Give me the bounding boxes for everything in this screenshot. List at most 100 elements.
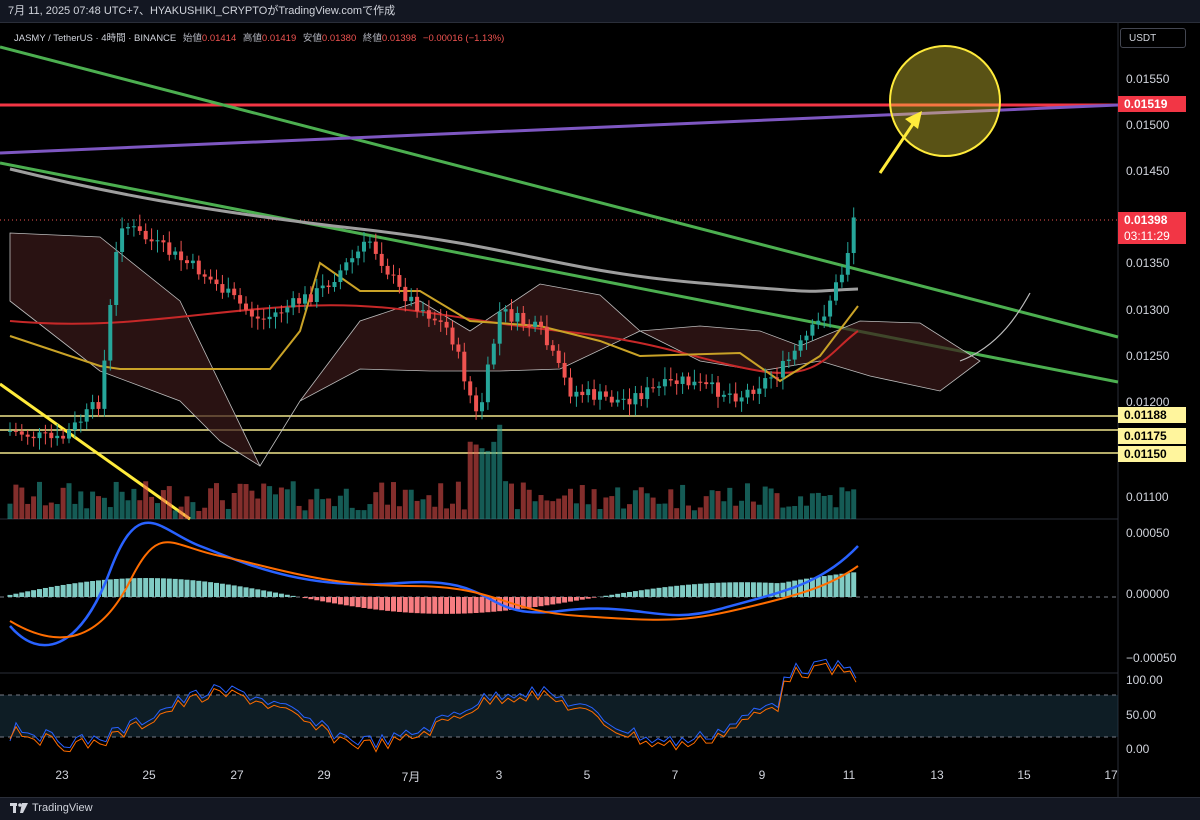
candle-body [374,242,378,254]
volume-bar [662,504,667,519]
macd-histogram-bar [845,573,850,597]
macd-histogram-bar [592,597,597,598]
macd-histogram-bar [568,597,573,602]
macd-histogram-bar [822,576,827,597]
candle-body [592,389,596,400]
candle-body [268,317,272,319]
volume-bar [379,483,384,519]
macd-histogram-bar [185,580,190,597]
macd-histogram-bar [161,578,166,597]
volume-bar [845,491,850,519]
volume-bar [226,509,231,519]
candle-body [734,394,738,402]
volume-bar [72,504,77,519]
candle-body [828,301,832,317]
macd-histogram-bar [202,581,207,597]
candle-body [138,226,142,231]
candle-body [563,363,567,378]
volume-bar [196,511,201,519]
candle-body [433,319,437,321]
macd-histogram-bar [828,575,833,597]
volume-bar [657,504,662,519]
macd-histogram-bar [226,585,231,597]
candle-body [61,436,65,439]
candle-body [161,240,165,242]
tradingview-logo[interactable]: TradingView [10,802,93,814]
volume-bar [161,490,166,519]
candle-body [362,242,366,252]
volume-bar [710,490,715,519]
volume-bar [426,495,431,519]
candle-body [598,391,602,399]
candle-body [687,377,691,386]
candle-body [746,390,750,398]
volume-bar [314,489,319,519]
resistance-price-tag: 0.01519 [1118,96,1186,112]
macd-histogram-bar [37,589,42,597]
macd-histogram-bar [356,597,361,607]
candle-body [421,310,425,311]
volume-bar [533,501,538,519]
candle-body [610,397,614,403]
macd-histogram-bar [131,578,136,597]
price-tick: 0.01100 [1126,490,1169,504]
volume-bar [574,503,579,519]
open-label: 始値 [183,33,202,44]
candle-body [250,310,254,317]
macd-histogram-bar [645,589,650,597]
macd-histogram-bar [438,597,443,614]
volume-bar [674,508,679,519]
macd-histogram-bar [527,597,532,608]
volume-bar [367,504,372,519]
rsi-tick: 100.00 [1126,673,1163,687]
candle-body [144,231,148,239]
volume-bar [822,496,827,519]
candle-body [150,239,154,241]
volume-bar [362,510,367,519]
symbol-name[interactable]: JASMY / TetherUS · 4時間 · BINANCE [14,33,176,44]
volume-bar [757,505,762,519]
low-value: 0.01380 [322,33,356,44]
volume-bar [285,489,290,519]
candle-body [350,258,354,262]
macd-histogram-bar [391,597,396,611]
candle-body [79,422,83,423]
candle-body [285,307,289,312]
macd-histogram-bar [480,597,485,613]
volume-bar [763,487,768,519]
macd-histogram-bar [426,597,431,614]
cloud-projection-line [960,293,1030,361]
candle-body [309,294,313,302]
volume-bar [131,489,136,519]
macd-histogram-bar [137,578,142,597]
macd-tick: 0.00000 [1126,587,1169,601]
close-label: 終値 [363,33,382,44]
macd-histogram-bar [733,582,738,597]
time-tick: 23 [55,768,68,782]
volume-bar [515,509,520,519]
macd-histogram-bar [415,597,420,613]
time-tick: 5 [584,768,591,782]
time-tick: 7 [672,768,679,782]
volume-bar [698,507,703,519]
candle-body [586,389,590,395]
volume-bar [385,505,390,519]
macd-tick: −0.00050 [1126,651,1176,665]
candle-body [215,280,219,285]
candle-body [333,282,337,287]
volume-bar [751,502,756,519]
macd-histogram-bar [716,583,721,597]
chart-pane[interactable] [0,22,1200,798]
volume-bar [19,488,24,519]
macd-histogram-bar [249,588,254,597]
support-tag-3: 0.01150 [1118,446,1186,462]
macd-histogram-bar [639,590,644,597]
candle-body [604,391,608,396]
chart-canvas[interactable] [0,23,1200,798]
rsi-tick: 0.00 [1126,742,1149,756]
macd-histogram-bar [674,586,679,597]
candle-body [704,382,708,384]
candle-body [722,395,726,397]
macd-histogram-bar [155,578,160,597]
candle-body [810,324,814,335]
